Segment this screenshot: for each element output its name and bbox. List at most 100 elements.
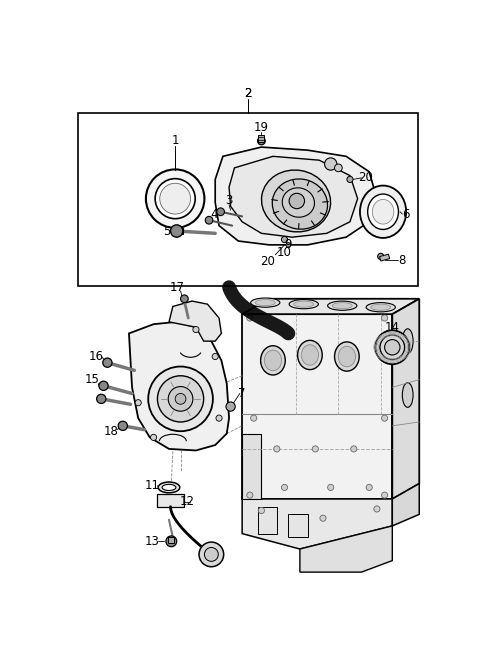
Ellipse shape (360, 186, 406, 238)
Polygon shape (157, 494, 184, 507)
Circle shape (103, 358, 112, 368)
Text: 3: 3 (226, 194, 233, 208)
Ellipse shape (298, 340, 322, 369)
Ellipse shape (368, 194, 398, 229)
Circle shape (378, 253, 384, 260)
Circle shape (96, 394, 106, 403)
Circle shape (382, 315, 388, 321)
Ellipse shape (282, 188, 314, 217)
Circle shape (366, 485, 372, 490)
Polygon shape (242, 299, 419, 314)
Circle shape (320, 515, 326, 522)
Circle shape (166, 536, 177, 547)
Ellipse shape (289, 299, 318, 309)
Polygon shape (215, 147, 377, 245)
Text: 20: 20 (358, 171, 373, 184)
Text: 15: 15 (84, 373, 99, 386)
Text: 10: 10 (277, 246, 292, 259)
Text: 2: 2 (244, 87, 252, 100)
Polygon shape (78, 113, 418, 286)
Circle shape (281, 485, 288, 490)
Ellipse shape (372, 200, 394, 224)
Ellipse shape (371, 304, 391, 310)
Circle shape (170, 225, 183, 237)
Ellipse shape (272, 179, 327, 229)
Circle shape (286, 243, 291, 247)
Circle shape (274, 446, 280, 452)
Circle shape (160, 183, 191, 214)
Polygon shape (288, 514, 308, 537)
Polygon shape (229, 156, 358, 237)
Circle shape (258, 508, 264, 514)
Circle shape (335, 164, 342, 172)
Circle shape (351, 446, 357, 452)
Circle shape (258, 137, 265, 145)
Polygon shape (242, 314, 392, 499)
Text: 1: 1 (171, 134, 179, 147)
Ellipse shape (301, 345, 319, 366)
Polygon shape (258, 507, 277, 533)
Polygon shape (242, 499, 392, 549)
Ellipse shape (162, 485, 176, 490)
Circle shape (204, 547, 218, 561)
Circle shape (199, 542, 224, 566)
Polygon shape (300, 526, 392, 572)
Circle shape (168, 387, 193, 411)
Text: 7: 7 (239, 387, 246, 400)
Circle shape (135, 400, 141, 406)
Circle shape (374, 506, 380, 512)
Polygon shape (169, 301, 221, 341)
Polygon shape (129, 322, 229, 450)
Bar (168, 537, 174, 543)
Circle shape (328, 485, 334, 490)
Circle shape (175, 393, 186, 405)
Circle shape (155, 178, 195, 219)
Circle shape (281, 237, 288, 243)
Circle shape (99, 381, 108, 391)
Ellipse shape (255, 299, 275, 305)
Ellipse shape (366, 303, 396, 312)
Ellipse shape (264, 350, 282, 371)
Ellipse shape (294, 301, 314, 307)
Bar (258, 135, 264, 143)
Text: 11: 11 (144, 479, 159, 492)
Circle shape (247, 492, 253, 498)
Circle shape (312, 446, 318, 452)
Circle shape (347, 176, 353, 182)
Circle shape (180, 295, 188, 303)
Circle shape (217, 208, 225, 215)
Circle shape (251, 415, 257, 421)
Circle shape (324, 158, 337, 170)
Text: 6: 6 (402, 208, 410, 221)
Circle shape (375, 330, 409, 364)
Polygon shape (392, 299, 419, 499)
Ellipse shape (402, 329, 413, 354)
Circle shape (205, 216, 213, 224)
Text: 5: 5 (163, 225, 170, 237)
Circle shape (380, 335, 405, 360)
Text: 9: 9 (285, 237, 292, 251)
Text: 14: 14 (385, 321, 400, 334)
Ellipse shape (262, 170, 331, 232)
Polygon shape (242, 434, 262, 499)
Circle shape (226, 402, 235, 411)
Text: 19: 19 (254, 120, 269, 134)
Circle shape (157, 375, 204, 422)
Circle shape (216, 415, 222, 421)
Bar (380, 254, 390, 261)
Ellipse shape (335, 342, 359, 371)
Text: 12: 12 (179, 495, 194, 508)
Circle shape (193, 327, 199, 332)
Circle shape (146, 169, 204, 228)
Ellipse shape (261, 346, 285, 375)
Polygon shape (392, 484, 419, 526)
Circle shape (382, 492, 388, 498)
Ellipse shape (328, 301, 357, 310)
Ellipse shape (402, 383, 413, 407)
Circle shape (382, 415, 388, 421)
Circle shape (289, 193, 304, 209)
Circle shape (384, 340, 400, 355)
Circle shape (151, 434, 156, 440)
Text: 17: 17 (169, 281, 184, 293)
Circle shape (148, 367, 213, 431)
